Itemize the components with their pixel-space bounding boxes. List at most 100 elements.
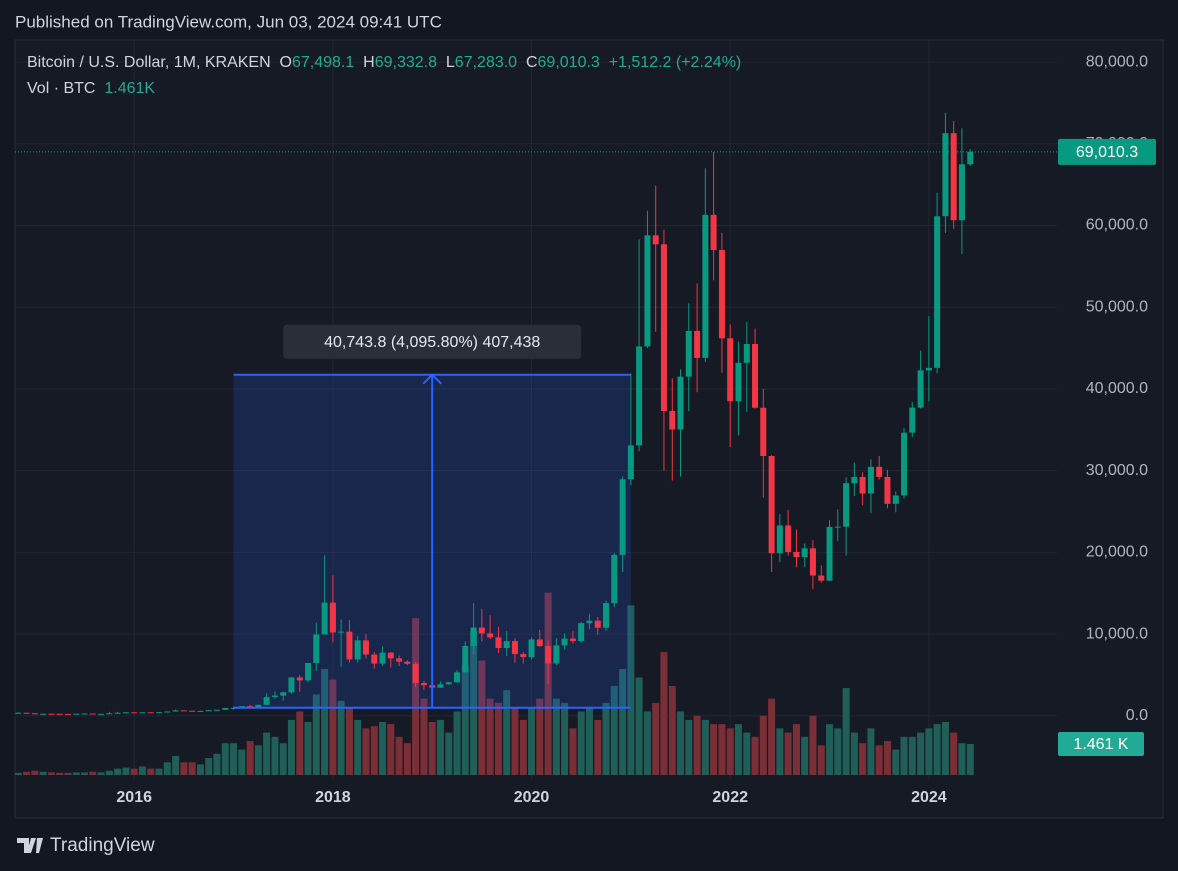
candle-body (876, 466, 883, 477)
candle-body (586, 620, 593, 624)
volume-bar (221, 743, 229, 775)
candle-body (164, 711, 171, 713)
candle-body (305, 662, 312, 681)
volume-bar (759, 715, 767, 775)
volume-bar (230, 743, 238, 775)
candle-body (909, 407, 916, 433)
candle-body (603, 603, 610, 628)
tv-logo (17, 838, 43, 853)
candle-body (652, 235, 659, 245)
candle-body (569, 638, 576, 642)
x-tick-label: 2022 (712, 789, 748, 806)
volume-bar (925, 728, 933, 775)
volume-bar (826, 724, 834, 775)
y-tick-label: 10,000.0 (1086, 625, 1148, 642)
candle-body (139, 712, 146, 714)
candle-body (511, 641, 518, 655)
ohlc-key: L (445, 54, 455, 71)
candle-body (73, 713, 80, 715)
candle-body (387, 652, 394, 659)
candle-body (396, 658, 403, 662)
candle-body (760, 407, 767, 456)
candle-body (809, 548, 816, 576)
volume-bar (743, 732, 751, 775)
volume-bar (660, 652, 668, 775)
candle-body (851, 476, 858, 484)
volume-bar (72, 772, 80, 775)
volume-bar (867, 728, 875, 775)
candle-body (884, 476, 891, 504)
candle-body (942, 133, 949, 217)
volume-bar (428, 722, 436, 775)
candle-body (495, 637, 502, 649)
candle-body (685, 330, 692, 377)
volume-bar (561, 702, 569, 775)
volume-value: 1.461K (104, 80, 156, 97)
volume-legend: Vol · BTC 1.461K (27, 80, 155, 98)
candle-body (313, 634, 320, 663)
candle-body (917, 370, 924, 408)
volume-bar (834, 728, 842, 775)
measure-label: 40,743.8 (4,095.80%) 407,438 (324, 334, 540, 351)
volume-bar (354, 719, 362, 775)
volume-bar (569, 728, 577, 775)
volume-bar (875, 745, 883, 775)
candle-body (619, 479, 626, 555)
volume-bar (809, 715, 817, 775)
volume-bar (734, 724, 742, 775)
candle-body (752, 344, 759, 408)
volume-bar (528, 707, 536, 775)
volume-bar (321, 669, 329, 775)
measure-arrow (422, 373, 442, 708)
candle-body (834, 526, 841, 528)
candle-body (727, 338, 734, 402)
volume-bar (370, 726, 378, 775)
ohlc-key: O (279, 54, 292, 71)
volume-bar (31, 770, 39, 775)
volume-bar (594, 719, 602, 775)
volume-bar (114, 768, 122, 775)
volume-bar (577, 711, 585, 775)
candle-body (280, 692, 287, 696)
volume-bar (635, 677, 643, 775)
candle-body (412, 663, 419, 683)
volume-bar (445, 732, 453, 775)
volume-bar (436, 719, 444, 775)
candle-body (528, 639, 535, 658)
chart-frame (14, 39, 1164, 819)
volume-bar (279, 743, 287, 775)
volume-bar (726, 728, 734, 775)
candle-body (710, 214, 717, 251)
volume-bar (238, 749, 246, 775)
volume-bar (917, 732, 925, 775)
volume-bar (652, 702, 660, 775)
candle-body (859, 476, 866, 494)
volume-bar (461, 664, 469, 775)
volume-bar (859, 743, 867, 775)
candle-body (15, 712, 22, 714)
volume-bar (768, 698, 776, 775)
candle-body (247, 706, 254, 708)
candle-body (263, 697, 270, 705)
candle-body (131, 712, 138, 714)
candle-body (660, 244, 667, 412)
volume-bar (552, 698, 560, 775)
volume-bar (958, 743, 966, 775)
candle-body (901, 432, 908, 496)
candle-body (156, 712, 163, 714)
volume-bar (585, 707, 593, 775)
volume-bar (718, 724, 726, 775)
legend-row: Bitcoin / U.S. Dollar, 1M, KRAKEN O 67,49… (27, 54, 741, 72)
volume-bar (693, 715, 701, 775)
y-tick-label: 30,000.0 (1086, 462, 1148, 479)
volume-bar (345, 707, 353, 775)
candle-body (925, 367, 932, 371)
candle-body (114, 712, 121, 714)
candle-body (222, 707, 229, 710)
volume-bar (89, 771, 97, 775)
volume-bar (503, 690, 511, 775)
volume-bar (511, 707, 519, 775)
change: +1,512.2 (+2.24%) (608, 54, 742, 71)
volume-tag-label: 1.461 K (1073, 736, 1128, 753)
volume-bar (130, 768, 138, 775)
